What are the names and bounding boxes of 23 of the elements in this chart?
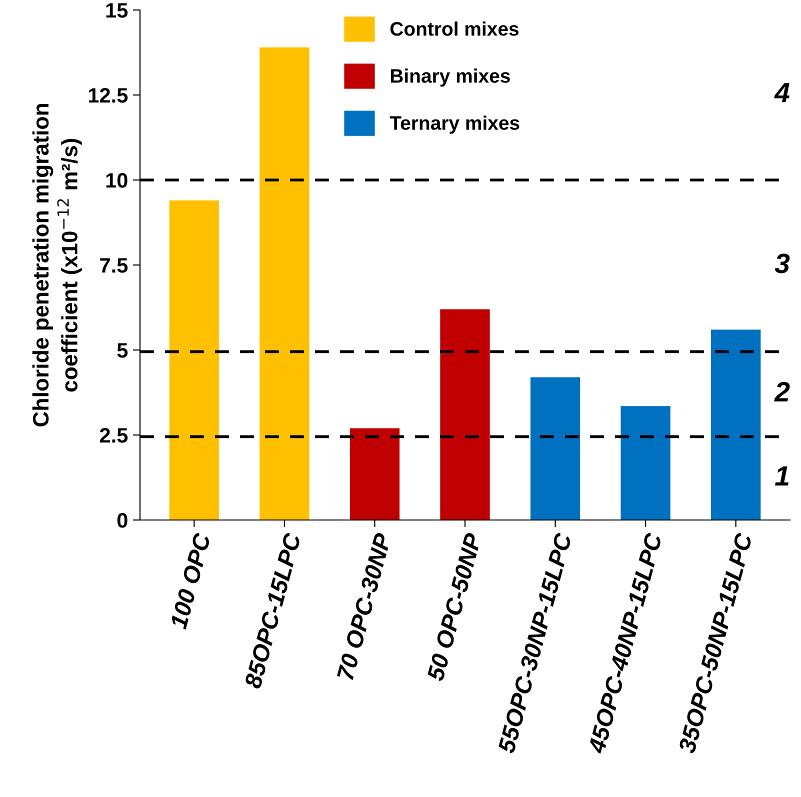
bar <box>350 428 400 520</box>
bar <box>620 406 670 520</box>
bar <box>711 330 761 520</box>
legend-label: Ternary mixes <box>390 116 520 134</box>
y-tick-label: 12.5 <box>88 88 128 103</box>
legend-label: Control mixes <box>390 21 519 36</box>
bar <box>260 47 310 520</box>
annotation: 4 <box>774 83 790 102</box>
annotation: 1 <box>775 466 789 486</box>
bar <box>169 200 219 520</box>
annotation: 2 <box>774 382 790 402</box>
legend-label: Binary mixes <box>390 68 510 87</box>
y-axis-title: Chloride penetration migration coefficient (x10$^{−12}$ m²/s) <box>32 104 82 426</box>
y-tick-label: 15 <box>106 3 128 18</box>
x-tick-label: 100 OPC <box>170 532 211 630</box>
y-tick-label: 7.5 <box>100 258 128 273</box>
y-tick-label: 0 <box>117 513 128 528</box>
y-tick-label: 10 <box>106 173 128 188</box>
y-tick-label: 2.5 <box>100 428 128 443</box>
bar <box>530 377 580 520</box>
annotation: 3 <box>774 254 790 274</box>
y-tick-label: 5 <box>117 343 128 358</box>
bar <box>440 309 490 520</box>
